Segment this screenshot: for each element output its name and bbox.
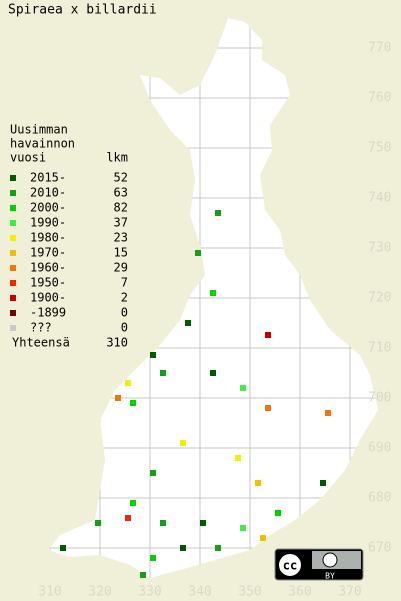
northing-label: 730 [368,241,391,256]
legend-swatch [10,310,16,316]
record-square [275,510,281,516]
record-square [180,545,186,551]
northing-label: 690 [368,441,391,456]
legend-label: 1960- [30,261,66,275]
record-square [180,440,186,446]
legend-count: 15 [114,246,128,260]
legend-count: 0 [121,306,128,320]
record-square [260,535,266,541]
easting-label: 330 [138,585,161,600]
legend-swatch [10,220,16,226]
easting-label: 370 [338,585,361,600]
northing-label: 670 [368,541,391,556]
northing-label: 740 [368,191,391,206]
legend-heading: vuosi [10,151,46,165]
easting-label: 320 [88,585,111,600]
record-square [140,572,146,578]
legend-heading: Uusimman [10,123,68,137]
legend-count: 52 [114,171,128,185]
cc-logo: cc [283,559,297,573]
legend-swatch [10,325,16,331]
legend-swatch [10,175,16,181]
easting-label: 310 [38,585,61,600]
easting-label: 360 [288,585,311,600]
legend-count: 23 [114,231,128,245]
record-square [210,370,216,376]
legend-count: 82 [114,201,128,215]
legend-count: 37 [114,216,128,230]
legend-swatch [10,235,16,241]
record-square [160,520,166,526]
records [60,210,331,578]
record-square [130,400,136,406]
record-square [255,480,261,486]
legend-label: ??? [30,321,52,335]
record-square [150,555,156,561]
legend-label: -1899 [30,306,66,320]
legend-total-label: Yhteensä [12,336,70,350]
legend-swatch [10,250,16,256]
record-square [265,405,271,411]
legend-label: 1950- [30,276,66,290]
legend-heading: havainnon [10,137,75,151]
record-square [150,352,156,358]
northing-label: 760 [368,91,391,106]
record-square [195,250,201,256]
record-square [185,320,191,326]
record-square [235,455,241,461]
legend-swatch [10,295,16,301]
record-square [115,395,121,401]
legend-label: 2010- [30,186,66,200]
easting-label: 350 [238,585,261,600]
record-square [95,520,101,526]
northing-label: 680 [368,491,391,506]
legend-swatch [10,190,16,196]
northing-label: 720 [368,291,391,306]
record-square [125,380,131,386]
legend-label: 1990- [30,216,66,230]
record-square [60,545,66,551]
legend-label: 2000- [30,201,66,215]
legend-swatch [10,280,16,286]
legend-swatch [10,265,16,271]
northing-label: 770 [368,41,391,56]
record-square [160,370,166,376]
record-square [215,210,221,216]
legend-count: 63 [114,186,128,200]
record-square [200,520,206,526]
record-square [320,480,326,486]
record-square [130,500,136,506]
northing-label: 700 [368,391,391,406]
record-square [265,332,271,338]
record-square [240,385,246,391]
record-square [325,410,331,416]
by-icon [322,552,338,568]
license-badge: cc BY [274,548,364,581]
legend-count: 29 [114,261,128,275]
record-square [240,525,246,531]
northing-label: 710 [368,341,391,356]
record-square [215,545,221,551]
legend-count: 0 [121,321,128,335]
legend-swatch [10,205,16,211]
record-square [150,470,156,476]
record-square [125,515,131,521]
legend-label: 1900- [30,291,66,305]
map-title: Spiraea x billardii [8,3,157,18]
legend-total: 310 [106,336,128,350]
record-square [210,290,216,296]
legend-count: 7 [121,276,128,290]
northing-label: 750 [368,141,391,156]
legend-label: 1970- [30,246,66,260]
legend-count-heading: lkm [106,151,128,165]
legend-label: 2015- [30,171,66,185]
legend-count: 2 [121,291,128,305]
badge-label: BY [325,572,335,581]
cc-circle [277,552,303,578]
legend-label: 1980- [30,231,66,245]
easting-label: 340 [188,585,211,600]
